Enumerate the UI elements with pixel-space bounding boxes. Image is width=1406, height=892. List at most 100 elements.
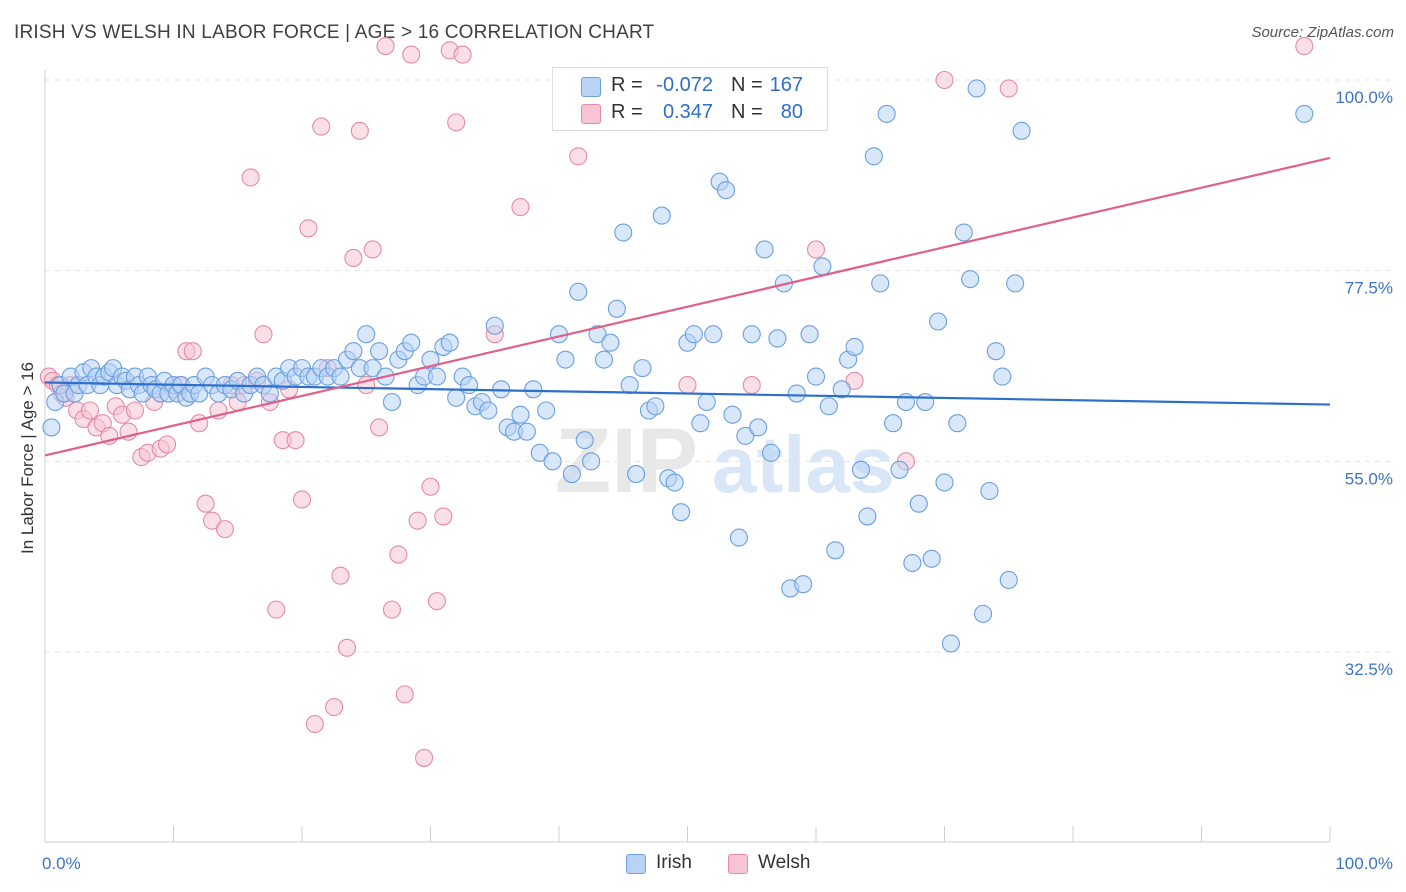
x-tick-label: 100.0%	[1335, 854, 1393, 873]
irish-point	[826, 541, 845, 560]
irish-point	[627, 464, 646, 484]
irish-point	[479, 401, 498, 420]
irish-point	[993, 367, 1012, 386]
irish-point	[890, 460, 909, 479]
welsh-point	[376, 37, 395, 56]
welsh-point	[299, 219, 318, 238]
chart-title: IRISH VS WELSH IN LABOR FORCE | AGE > 16…	[14, 22, 655, 43]
welsh-point	[370, 418, 389, 437]
welsh-point	[415, 748, 434, 767]
welsh-point	[325, 698, 344, 717]
welsh-point	[935, 70, 954, 90]
irish-point	[954, 223, 973, 242]
y-tick-label: 32.5%	[1345, 660, 1393, 679]
irish-point	[941, 634, 960, 653]
x-tick-label: 0.0%	[42, 854, 81, 873]
irish-point	[601, 333, 620, 352]
irish-point	[427, 367, 446, 386]
irish-point	[421, 350, 440, 369]
welsh-point	[395, 685, 414, 704]
irish-point	[819, 397, 838, 416]
welsh-n-value: 80	[780, 101, 803, 123]
trend-lines	[44, 156, 1331, 457]
welsh-point	[447, 113, 466, 132]
welsh-point	[158, 435, 177, 454]
irish-point	[1295, 104, 1314, 123]
irish-series	[42, 79, 1314, 653]
irish-point	[614, 223, 633, 242]
irish-point	[929, 312, 948, 331]
irish-point	[562, 464, 581, 484]
irish-point	[511, 405, 530, 424]
irish-point	[575, 431, 594, 450]
irish-point	[543, 452, 562, 471]
irish-point	[755, 240, 774, 259]
irish-legend-swatch	[626, 854, 646, 874]
irish-point	[916, 392, 935, 412]
irish-point	[646, 397, 665, 416]
irish-point	[704, 325, 723, 344]
irish-point	[588, 325, 607, 344]
irish-point	[697, 392, 716, 412]
welsh-point	[196, 494, 215, 513]
irish-point	[884, 414, 903, 433]
welsh-point	[421, 477, 440, 496]
irish-point	[749, 418, 768, 437]
irish-point	[858, 507, 877, 526]
welsh-point	[292, 490, 312, 509]
y-axis-title: In Labor Force | Age > 16	[18, 362, 37, 554]
correlation-legend: R = -0.072 N = 167 R = 0.347 N = 80	[552, 67, 828, 131]
welsh-point	[203, 511, 222, 530]
welsh-point	[408, 511, 427, 530]
legend-row-irish: R = -0.072 N = 167	[553, 74, 827, 100]
irish-point	[344, 342, 363, 361]
welsh-swatch	[581, 104, 601, 124]
irish-swatch	[581, 77, 601, 97]
irish-point	[672, 503, 691, 522]
irish-point	[357, 325, 376, 344]
irish-point	[382, 392, 402, 412]
irish-point	[370, 342, 389, 361]
irish-point	[742, 325, 761, 344]
welsh-point	[511, 198, 530, 217]
irish-point	[42, 418, 61, 437]
irish-legend-label: Irish	[656, 852, 692, 873]
irish-point	[935, 473, 954, 492]
irish-point	[363, 359, 382, 378]
irish-point	[768, 329, 787, 348]
welsh-point	[427, 592, 446, 611]
irish-point	[517, 422, 536, 441]
irish-point	[537, 401, 556, 420]
irish-point	[440, 333, 459, 352]
irish-point	[691, 414, 710, 433]
irish-point	[999, 570, 1018, 590]
welsh-point	[344, 248, 363, 268]
irish-point	[948, 414, 967, 433]
welsh-point	[1295, 37, 1314, 56]
irish-point	[620, 376, 639, 395]
irish-point	[485, 316, 504, 335]
irish-point	[582, 452, 601, 471]
welsh-point	[350, 121, 369, 140]
irish-point	[864, 147, 883, 166]
y-tick-label: 100.0%	[1335, 88, 1393, 107]
welsh-point	[806, 240, 826, 259]
welsh-point	[389, 545, 408, 564]
welsh-r-label: R =	[611, 101, 643, 123]
irish-point	[909, 494, 928, 513]
irish-point	[716, 181, 736, 200]
irish-point	[806, 367, 826, 386]
welsh-legend-label: Welsh	[758, 852, 811, 873]
irish-point	[967, 79, 986, 98]
welsh-point	[241, 168, 260, 187]
irish-point	[813, 257, 832, 276]
irish-point	[402, 333, 421, 352]
irish-point	[524, 380, 543, 399]
irish-point	[569, 282, 588, 301]
irish-point	[556, 350, 575, 369]
axis-labels: 32.5% 55.0% 77.5% 100.0% 0.0% 100.0%	[42, 88, 1393, 873]
welsh-r-value: 0.347	[662, 101, 713, 123]
irish-point	[723, 405, 742, 424]
irish-r-value: -0.072	[656, 74, 713, 96]
welsh-trend-line	[44, 156, 1331, 457]
